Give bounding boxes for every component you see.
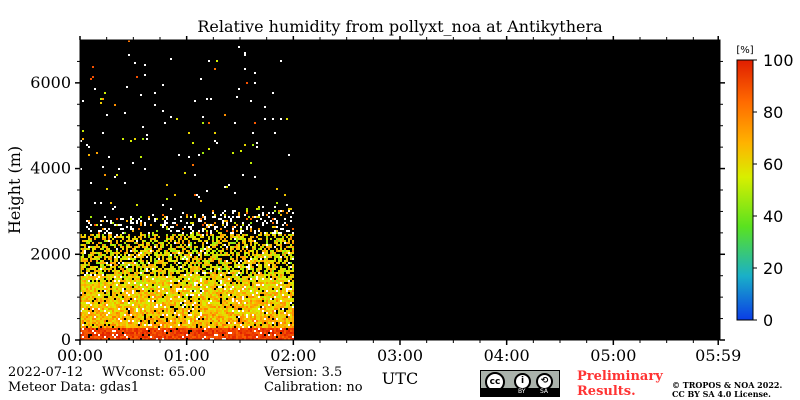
x-tick-label: 04:00 [484, 346, 530, 365]
by-label: BY [518, 388, 526, 395]
chart-title: Relative humidity from pollyxt_noa at An… [197, 17, 603, 36]
y-axis-label: Height (m) [5, 146, 24, 234]
colorbar-tick-label: 40 [763, 207, 783, 226]
colorbar-tick-label: 20 [763, 259, 783, 278]
x-tick-label: 00:00 [57, 346, 103, 365]
x-tick-label: 03:00 [377, 346, 423, 365]
y-axis: 0 2000 4000 6000 [30, 60, 725, 349]
y-tick-label: 0 [61, 330, 71, 349]
copyright-line-1: © TROPOS & NOA 2022. [672, 380, 783, 390]
x-tick-label: 01:00 [164, 346, 210, 365]
colorbar-tick-label: 60 [763, 155, 783, 174]
footer-version: Version: 3.5 [264, 365, 343, 380]
humidity-heatmap [80, 40, 294, 340]
sa-label: SA [540, 388, 549, 395]
colorbar-tick-label: 0 [763, 311, 773, 330]
colorbar-tick-label: 80 [763, 103, 783, 122]
colorbar-tick-label: 100 [763, 51, 794, 70]
footer-date: 2022-07-12 [8, 365, 83, 380]
y-tick-label: 6000 [30, 73, 71, 92]
footer-meteor-data: Meteor Data: gdas1 [8, 380, 140, 395]
colorbar-axis: 0 20 40 60 80 100 [753, 51, 794, 330]
footer-wvconst: WVconst: 65.00 [102, 365, 206, 380]
x-tick-label: 02:00 [270, 346, 316, 365]
preliminary-text: Preliminary Results. [577, 369, 663, 399]
copyright-note: © TROPOS & NOA 2022. CC BY SA 4.0 Licens… [672, 381, 782, 399]
y-tick-label: 2000 [30, 244, 71, 263]
footer-calibration: Calibration: no [264, 380, 363, 395]
x-axis: 00:00 01:00 02:00 03:00 04:00 05:00 05:59 [57, 36, 741, 365]
colorbar-unit-label: [%] [736, 45, 753, 56]
x-tick-label: 05:00 [590, 346, 636, 365]
cc-license-badge[interactable]: cc i ⟲ BY SA [480, 370, 560, 397]
x-tick-label: 05:59 [695, 346, 741, 365]
y-tick-label: 4000 [30, 159, 71, 178]
colorbar [736, 59, 754, 321]
copyright-line-2: CC BY SA 4.0 License. [672, 389, 771, 399]
preliminary-results-note: Preliminary Results. [577, 369, 663, 399]
x-axis-label: UTC [382, 369, 418, 388]
